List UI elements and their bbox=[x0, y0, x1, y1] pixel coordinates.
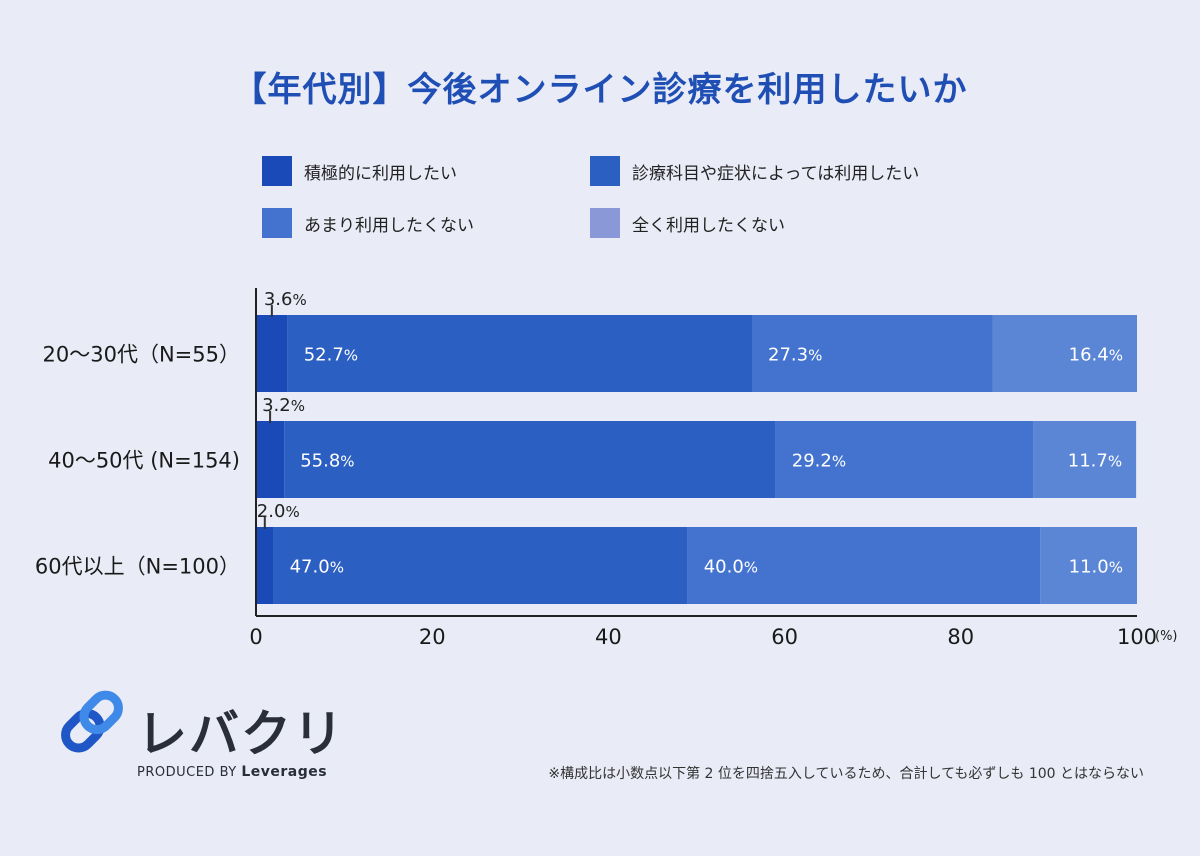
x-tick-label: 100 bbox=[1117, 625, 1157, 649]
bar-segment bbox=[287, 315, 753, 392]
category-label: 60代以上（N=100） bbox=[35, 555, 240, 579]
bar-segment bbox=[256, 315, 288, 392]
data-label: 55.8% bbox=[300, 451, 354, 472]
legend-label: 全く利用したくない bbox=[632, 215, 785, 236]
legend-item: 診療科目や症状によっては利用したい bbox=[590, 156, 919, 186]
legend-label: 診療科目や症状によっては利用したい bbox=[632, 163, 920, 184]
data-label: 27.3% bbox=[768, 345, 822, 366]
bar-segment bbox=[273, 527, 688, 604]
data-label: 2.0% bbox=[257, 501, 300, 522]
data-label: 47.0% bbox=[290, 557, 344, 578]
x-tick-label: 60 bbox=[771, 625, 798, 649]
legend-swatch bbox=[590, 208, 620, 238]
footnote: ※構成比は小数点以下第 2 位を四捨五入しているため、合計しても必ずしも 100… bbox=[548, 766, 1144, 782]
data-label: 40.0% bbox=[704, 557, 758, 578]
data-label: 16.4% bbox=[1069, 345, 1123, 366]
logo-wordmark: レバクリ bbox=[137, 705, 345, 763]
stacked-bar-chart: 3.6% 52.7% 27.3% 16.4% 20～30代（N=55） 3.2% 55.8%… bbox=[35, 288, 1178, 649]
bar-segment bbox=[1033, 421, 1137, 498]
legend-swatch bbox=[262, 208, 292, 238]
brand-name: Leverages bbox=[241, 764, 328, 780]
x-tick-label: 0 bbox=[249, 625, 262, 649]
bar-segment bbox=[1040, 527, 1137, 604]
x-axis-unit: (%) bbox=[1155, 629, 1178, 644]
bar-segment bbox=[775, 421, 1034, 498]
bar-segment bbox=[687, 527, 1041, 604]
data-label: 3.2% bbox=[262, 395, 305, 416]
bar-segment bbox=[284, 421, 776, 498]
x-tick-label: 80 bbox=[947, 625, 974, 649]
legend-swatch bbox=[590, 156, 620, 186]
bar-segment bbox=[256, 421, 285, 498]
x-tick-label: 40 bbox=[595, 625, 622, 649]
produced-by-label: PRODUCED BY bbox=[137, 765, 237, 780]
data-label: 11.0% bbox=[1069, 557, 1123, 578]
logo-produced-by: PRODUCED BY Leverages bbox=[137, 764, 327, 780]
legend-swatch bbox=[262, 156, 292, 186]
data-label: 29.2% bbox=[792, 451, 846, 472]
legend-label: あまり利用したくない bbox=[304, 215, 474, 236]
legend-item: 全く利用したくない bbox=[590, 208, 785, 238]
chart-title: 【年代別】今後オンライン診療を利用したいか bbox=[232, 70, 968, 110]
bar-segment bbox=[256, 527, 274, 604]
data-label: 52.7% bbox=[304, 345, 358, 366]
brand-logo: レバクリ PRODUCED BY Leverages bbox=[55, 688, 343, 780]
legend-item: 積極的に利用したい bbox=[262, 156, 457, 186]
bar-segment bbox=[992, 315, 1137, 392]
bar-segment bbox=[752, 315, 993, 392]
logo-link-icon bbox=[61, 690, 123, 753]
data-label: 3.6% bbox=[264, 289, 307, 310]
data-label: 11.7% bbox=[1068, 451, 1122, 472]
category-label: 20～30代（N=55） bbox=[43, 343, 240, 367]
category-label: 40～50代 (N=154) bbox=[48, 449, 240, 473]
legend-label: 積極的に利用したい bbox=[304, 163, 457, 184]
legend-item: あまり利用したくない bbox=[262, 208, 474, 238]
x-tick-label: 20 bbox=[419, 625, 446, 649]
